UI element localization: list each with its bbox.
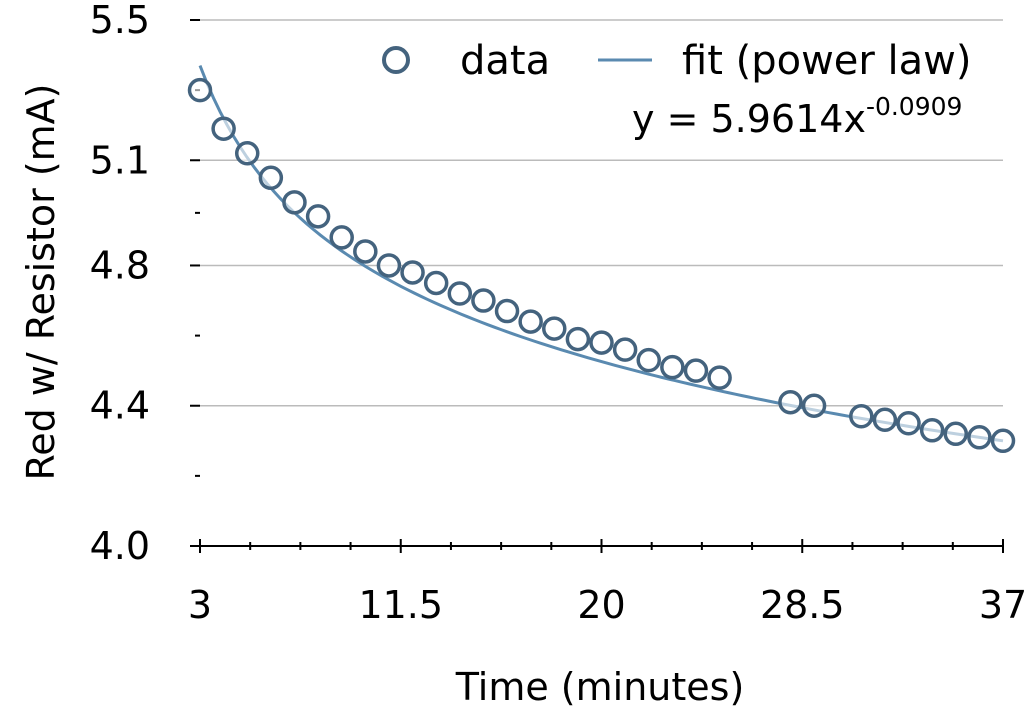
data-point xyxy=(896,411,921,436)
data-point xyxy=(423,270,449,296)
x-tick-label: 20 xyxy=(577,583,625,627)
data-point xyxy=(683,358,709,383)
data-point xyxy=(660,354,685,380)
data-point xyxy=(447,281,473,306)
data-point xyxy=(471,288,496,313)
data-point xyxy=(494,298,520,324)
legend-fit-label: fit (power law) xyxy=(682,38,972,84)
y-tick-label: 4.4 xyxy=(90,384,150,428)
data-point xyxy=(400,260,425,285)
data-point xyxy=(967,425,992,450)
x-axis-title: Time (minutes) xyxy=(455,665,745,709)
legend-data-marker xyxy=(382,46,410,74)
data-point xyxy=(636,347,661,373)
data-point xyxy=(258,165,284,191)
fit-equation-exponent: -0.0909 xyxy=(866,92,963,121)
x-tick-label: 11.5 xyxy=(358,583,443,627)
y-tick-label: 5.5 xyxy=(90,0,150,42)
data-point xyxy=(872,407,898,433)
legend: data fit (power law) xyxy=(382,38,972,84)
data-point xyxy=(329,225,354,250)
data-point xyxy=(943,421,969,447)
y-axis-title: Red w/ Resistor (mA) xyxy=(19,84,63,481)
x-tick-label: 37 xyxy=(979,583,1027,627)
data-point xyxy=(707,365,732,390)
y-tick-label: 5.1 xyxy=(90,138,150,182)
data-point xyxy=(589,330,614,355)
data-point xyxy=(376,253,402,278)
data-point xyxy=(211,116,236,141)
data-point xyxy=(778,389,803,415)
y-tick-label: 4.8 xyxy=(90,243,150,287)
data-point xyxy=(187,77,213,103)
data-point xyxy=(919,418,945,443)
data-point xyxy=(234,141,260,166)
data-point xyxy=(542,316,567,341)
legend-data-label: data xyxy=(460,38,550,84)
data-point xyxy=(353,239,378,264)
data-point xyxy=(565,326,591,352)
data-point xyxy=(612,337,638,362)
fit-equation: y = 5.9614x-0.0909 xyxy=(632,92,962,141)
x-tick-label: 28.5 xyxy=(760,583,845,627)
data-points xyxy=(187,77,1016,454)
fit-curve xyxy=(198,65,1004,443)
gridlines xyxy=(200,19,1003,407)
fit-equation-base: y = 5.9614x xyxy=(632,97,866,141)
data-point xyxy=(305,204,331,229)
data-point xyxy=(849,404,874,429)
y-tick-label: 4.0 xyxy=(90,524,150,568)
data-point xyxy=(801,393,827,418)
fit-layer xyxy=(198,65,1004,443)
data-point xyxy=(990,428,1016,454)
data-point xyxy=(518,309,543,334)
tick-labels: 4.0 4.4 4.8 5.1 5.5 3 11.5 20 28.5 37 xyxy=(90,0,1028,627)
x-tick-label: 3 xyxy=(188,583,212,627)
data-point xyxy=(282,190,307,215)
